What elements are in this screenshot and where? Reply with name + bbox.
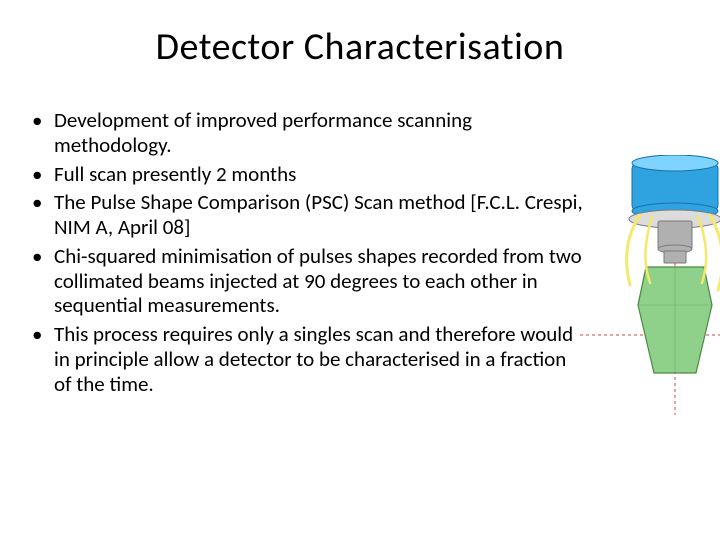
bullet-item: Full scan presently 2 months (28, 162, 588, 187)
bullet-item: Development of improved performance scan… (28, 108, 588, 158)
bullet-list: Development of improved performance scan… (28, 108, 588, 400)
slide: Detector Characterisation Development of… (0, 0, 720, 540)
bullet-item: Chi-squared minimisation of pulses shape… (28, 244, 588, 318)
bullet-item: This process requires only a singles sca… (28, 322, 588, 396)
detector-svg (580, 155, 720, 415)
bullet-item: The Pulse Shape Comparison (PSC) Scan me… (28, 190, 588, 240)
slide-title: Detector Characterisation (28, 24, 692, 70)
detector-figure (580, 155, 720, 415)
